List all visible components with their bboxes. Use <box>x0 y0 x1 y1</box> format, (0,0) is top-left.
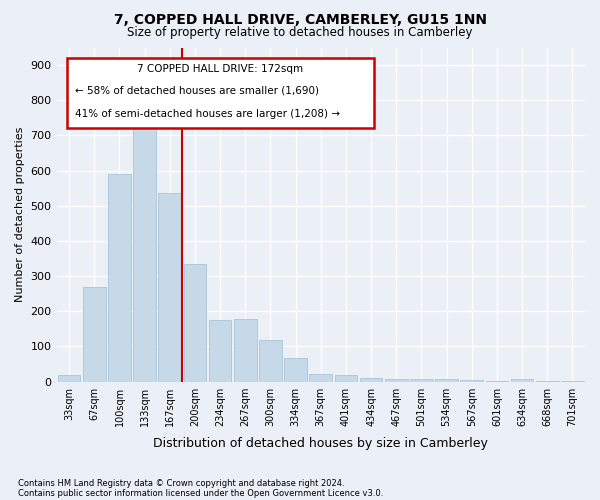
Text: 7, COPPED HALL DRIVE, CAMBERLEY, GU15 1NN: 7, COPPED HALL DRIVE, CAMBERLEY, GU15 1N… <box>113 12 487 26</box>
Bar <box>234 319 257 382</box>
Bar <box>410 379 433 382</box>
Text: 7 COPPED HALL DRIVE: 172sqm: 7 COPPED HALL DRIVE: 172sqm <box>137 64 304 74</box>
Bar <box>133 125 156 382</box>
Bar <box>310 374 332 382</box>
Bar <box>108 174 131 382</box>
Bar <box>58 374 80 382</box>
Bar <box>511 379 533 382</box>
Bar <box>284 358 307 382</box>
Bar <box>360 378 382 382</box>
Bar <box>158 194 181 382</box>
Text: ← 58% of detached houses are smaller (1,690): ← 58% of detached houses are smaller (1,… <box>75 86 319 96</box>
Bar <box>83 286 106 382</box>
Text: 41% of semi-detached houses are larger (1,208) →: 41% of semi-detached houses are larger (… <box>75 110 340 120</box>
Bar <box>184 264 206 382</box>
Bar <box>385 379 407 382</box>
FancyBboxPatch shape <box>67 58 374 128</box>
X-axis label: Distribution of detached houses by size in Camberley: Distribution of detached houses by size … <box>154 437 488 450</box>
Text: Contains HM Land Registry data © Crown copyright and database right 2024.: Contains HM Land Registry data © Crown c… <box>18 478 344 488</box>
Bar <box>460 380 483 382</box>
Text: Contains public sector information licensed under the Open Government Licence v3: Contains public sector information licen… <box>18 488 383 498</box>
Text: Size of property relative to detached houses in Camberley: Size of property relative to detached ho… <box>127 26 473 39</box>
Y-axis label: Number of detached properties: Number of detached properties <box>15 127 25 302</box>
Bar <box>259 340 282 382</box>
Bar <box>435 379 458 382</box>
Bar <box>209 320 232 382</box>
Bar <box>335 374 357 382</box>
